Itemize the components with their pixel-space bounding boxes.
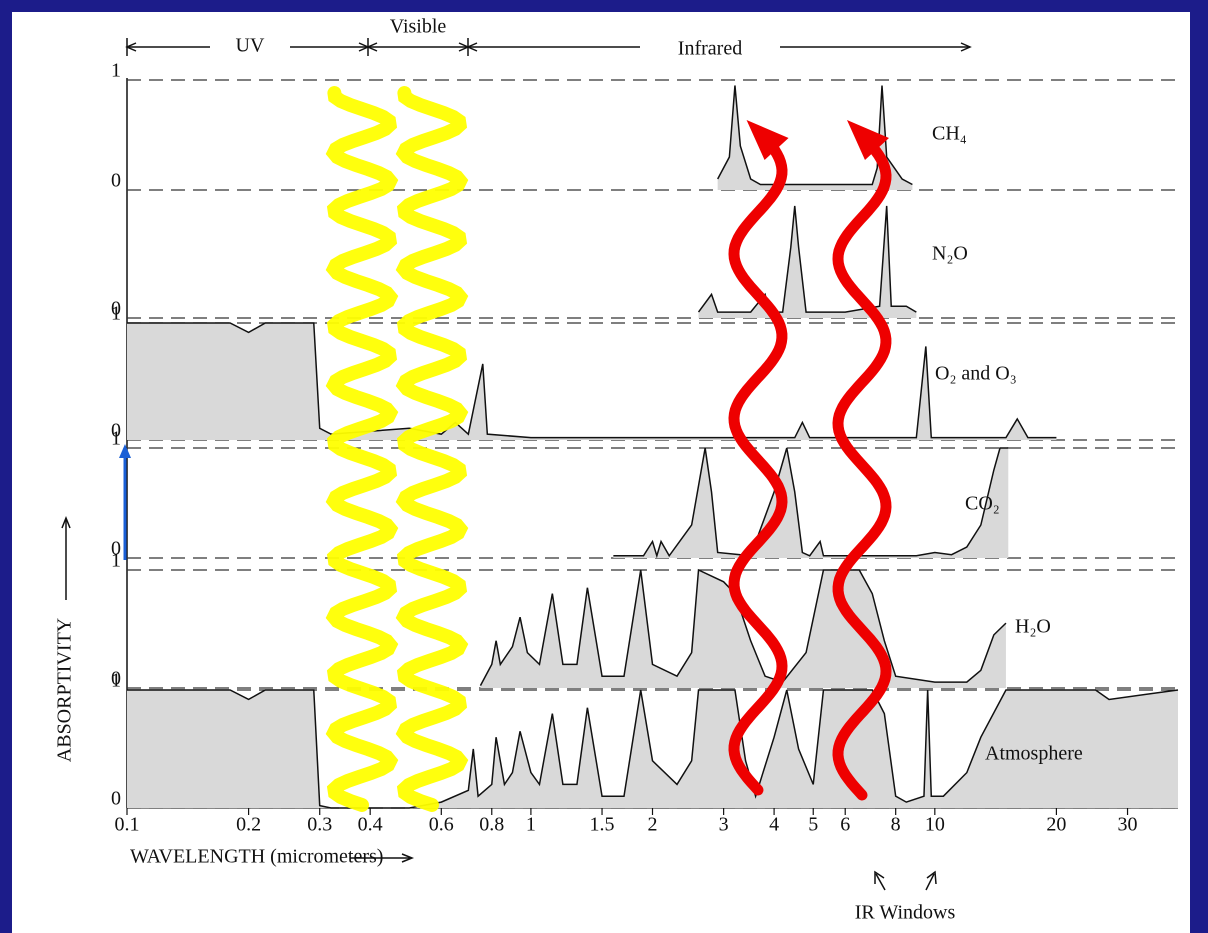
x-tick-label: 0.2 <box>236 814 261 836</box>
series-label: CO₂ <box>965 493 1000 515</box>
absorption-curve <box>127 322 1057 439</box>
y-tick-label: 0 <box>111 538 121 560</box>
x-tick-label: 20 <box>1046 814 1066 836</box>
visible-wave <box>325 86 399 812</box>
area-fill <box>613 448 1009 558</box>
series-label: Atmosphere <box>985 743 1083 765</box>
x-tick-label: 0.4 <box>358 814 383 836</box>
y-tick-label: 1 <box>111 428 121 450</box>
y-tick-label: 0 <box>111 668 121 690</box>
ir-windows-label: IR Windows <box>855 902 956 924</box>
infrared-arrowhead <box>846 120 889 160</box>
series-label: O₂ and O₃ <box>935 363 1017 385</box>
absorption-curve <box>479 568 1007 686</box>
x-tick-label: 0.3 <box>307 814 332 836</box>
infrared-label: Infrared <box>678 38 742 60</box>
y-tick-label: 0 <box>111 170 121 192</box>
visible-label: Visible <box>390 16 447 38</box>
y-axis-label: ABSORPTIVITY <box>54 618 76 762</box>
x-tick-label: 2 <box>648 814 658 836</box>
overlay <box>119 86 892 812</box>
x-tick-label: 0.8 <box>479 814 504 836</box>
y-tick-label: 0 <box>111 420 121 442</box>
absorption-curve <box>717 85 913 186</box>
x-tick-label: 5 <box>808 814 818 836</box>
series-label: N₂O <box>932 243 968 265</box>
y-tick-label: 1 <box>111 303 121 325</box>
x-tick-label: 0.6 <box>429 814 454 836</box>
x-tick-label: 8 <box>891 814 901 836</box>
y-tick-label: 0 <box>111 788 121 810</box>
x-tick-label: 10 <box>925 814 945 836</box>
series-label: H₂O <box>1015 616 1051 638</box>
x-tick-label: 4 <box>769 814 779 836</box>
y-tick-label: 0 <box>111 298 121 320</box>
x-tick-label: 30 <box>1118 814 1138 836</box>
absorption-curve <box>127 689 1179 809</box>
axis-arrows <box>61 515 937 891</box>
x-axis-label: WAVELENGTH (micrometers) <box>130 846 383 868</box>
x-tick-label: 6 <box>840 814 850 836</box>
visible-wave <box>395 86 469 812</box>
absorption-curve <box>613 447 1009 559</box>
area-fill <box>717 85 913 190</box>
area-fill <box>127 323 1057 440</box>
area-fill <box>480 570 1006 688</box>
x-tick-label: 0.1 <box>115 814 140 836</box>
x-tick-label: 1.5 <box>590 814 615 836</box>
uv-label: UV <box>236 35 265 57</box>
absorption-curve <box>697 205 917 313</box>
x-tick-label: 1 <box>526 814 536 836</box>
blue-arrowhead <box>119 444 131 458</box>
region-header <box>125 38 972 56</box>
infrared-wave <box>728 144 788 796</box>
infrared-wave <box>832 145 892 801</box>
area-fill <box>127 690 1178 808</box>
series-label: CH₄ <box>932 123 967 145</box>
infrared-arrowhead <box>746 120 789 160</box>
y-tick-label: 1 <box>111 670 121 692</box>
y-tick-label: 1 <box>111 550 121 572</box>
y-tick-label: 1 <box>111 60 121 82</box>
x-tick-label: 3 <box>719 814 729 836</box>
